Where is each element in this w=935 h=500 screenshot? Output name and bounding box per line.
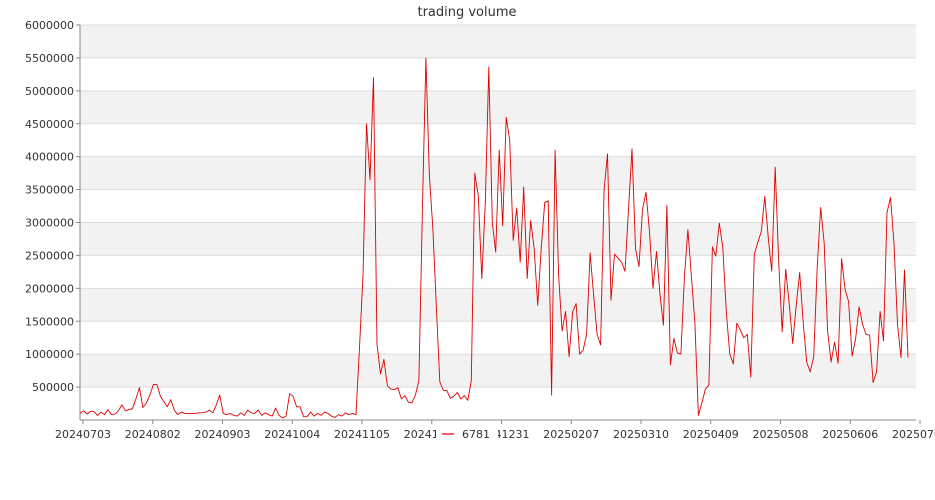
y-tick-label: 5000000 — [25, 85, 74, 98]
y-tick-label: 500000 — [32, 381, 74, 394]
y-tick-label: 2500000 — [25, 249, 74, 262]
y-tick-label: 4000000 — [25, 151, 74, 164]
axes — [79, 25, 916, 421]
grid-band — [80, 288, 916, 322]
grid-band — [80, 222, 916, 256]
x-tick-label: 20250207 — [543, 428, 599, 441]
x-tick-label: 20241105 — [334, 428, 390, 441]
legend-label: 6781 — [462, 428, 490, 441]
y-tick-label: 1500000 — [25, 315, 74, 328]
grid-band — [80, 25, 916, 58]
x-tick-label: 20250707 — [892, 428, 935, 441]
x-tick-label: 20250508 — [753, 428, 809, 441]
x-tick-label: 20240703 — [55, 428, 111, 441]
legend-background — [436, 424, 498, 442]
x-tick-label: 20241004 — [264, 428, 320, 441]
grid-lines — [76, 24, 916, 388]
grid-bands — [80, 25, 916, 388]
y-tick-label: 2000000 — [25, 282, 74, 295]
x-tick-label: 20250409 — [683, 428, 739, 441]
y-tick-label: 4500000 — [25, 118, 74, 131]
y-axis-tick-labels: 500000 1000000 1500000 2000000 2500000 300000… — [25, 19, 74, 394]
y-tick-label: 6000000 — [25, 19, 74, 32]
grid-band — [80, 354, 916, 388]
grid-band — [80, 90, 916, 124]
chart-title: trading volume — [417, 5, 516, 20]
x-tick-label: 20250310 — [613, 428, 669, 441]
y-tick-label: 3000000 — [25, 217, 74, 230]
series-line — [79, 57, 909, 419]
x-tick-label: 20250606 — [822, 428, 878, 441]
y-tick-label: 3500000 — [25, 184, 74, 197]
series-group — [79, 57, 909, 419]
y-tick-label: 1000000 — [25, 348, 74, 361]
x-tick-label: 20240903 — [195, 428, 251, 441]
x-tick-label: 20240802 — [125, 428, 181, 441]
legend: 6781 — [436, 424, 498, 442]
y-tick-label: 5500000 — [25, 52, 74, 65]
